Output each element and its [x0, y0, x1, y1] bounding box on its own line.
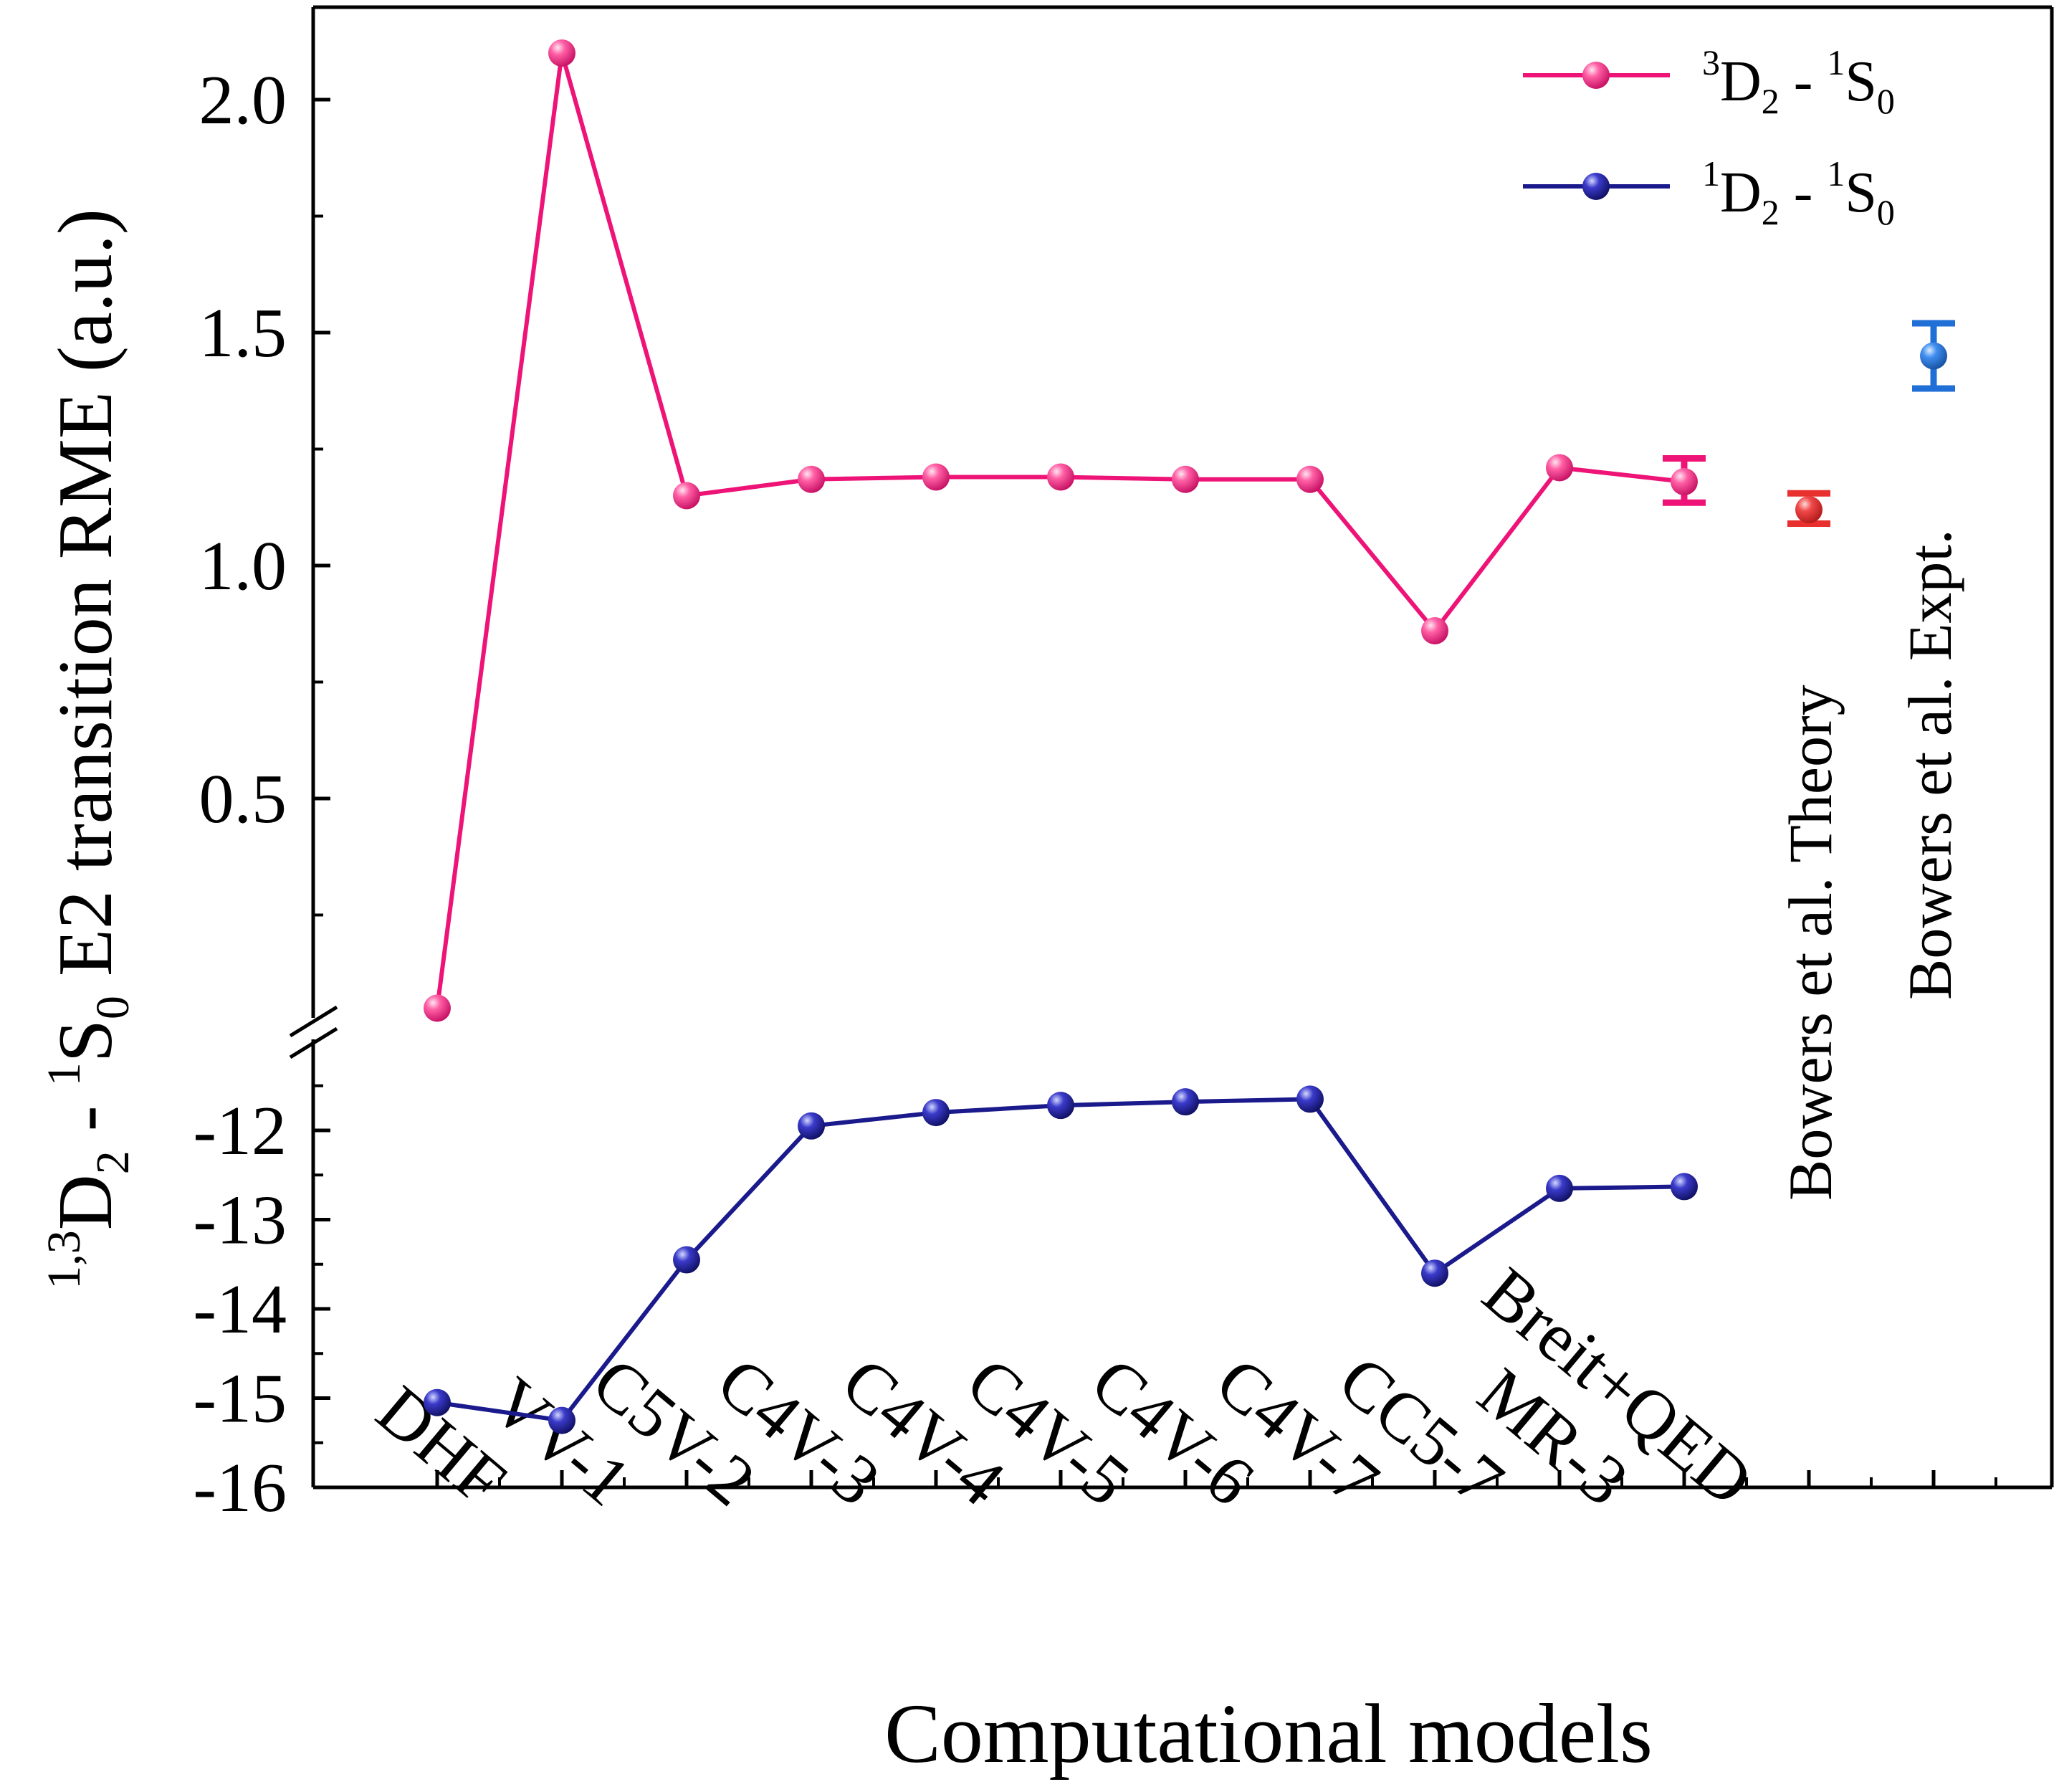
y-tick-label-upper: 0.5	[199, 761, 287, 838]
y-tick-label-lower: -16	[193, 1449, 287, 1527]
series-0-point	[922, 463, 950, 491]
axis-break-mark-2	[289, 1026, 338, 1059]
legend-label-3d2: 3D2 - 1S0	[1702, 42, 1895, 121]
series-1-point	[1671, 1173, 1698, 1201]
series-0-point	[1296, 465, 1324, 493]
y-tick-label-lower: -12	[193, 1092, 287, 1170]
legend-marker-1d2	[1582, 173, 1610, 200]
series-line-0	[435, 51, 1685, 1009]
y-title-d-sub: 2	[87, 1150, 139, 1174]
series-0-point	[1671, 468, 1698, 495]
y-tick-label-upper: 1.5	[199, 295, 287, 372]
series-0-point	[1047, 463, 1074, 491]
series-1-point	[548, 1406, 575, 1434]
reference-point-1	[1920, 342, 1947, 370]
series-1-point	[798, 1112, 825, 1140]
series-0-point	[798, 465, 825, 493]
series-layer	[435, 51, 1955, 1423]
series-0-point	[673, 482, 700, 510]
series-1-point	[1047, 1092, 1074, 1120]
series-1-point	[1296, 1085, 1324, 1113]
legend: 3D2 - 1S0 1D2 - 1S0	[1523, 42, 1895, 232]
series-0-point	[1172, 465, 1199, 493]
x-axis-title: Computational models	[884, 1687, 1653, 1781]
series-0-point	[548, 39, 575, 67]
y-tick-label-lower: -14	[193, 1271, 287, 1348]
y-tick-label-upper: 2.0	[199, 62, 287, 139]
axis-break-mark-1	[289, 1005, 338, 1038]
annotation-bowers-theory: Bowers et al. Theory	[1776, 685, 1845, 1201]
series-1-point	[1172, 1088, 1199, 1116]
legend-marker-3d2	[1582, 62, 1610, 89]
series-1-point	[424, 1388, 451, 1416]
y-title-d: D	[43, 1174, 128, 1230]
legend-label-1d2: 1D2 - 1S0	[1702, 153, 1895, 232]
y-title-s-sub: 0	[87, 996, 139, 1019]
reference-point-0	[1795, 496, 1822, 523]
series-0-point	[1421, 617, 1448, 644]
annotation-bowers-expt: Bowers et al. Expt.	[1896, 529, 1964, 1000]
y-title-rest: E2 transition RME (a.u.)	[43, 209, 128, 996]
y-tick-label-lower: -15	[193, 1360, 287, 1438]
y-axis-title: 1,3D2 - 1S0 E2 transition RME (a.u.)	[38, 209, 139, 1289]
series-1-point	[673, 1246, 700, 1274]
y-title-s: S	[43, 1019, 128, 1062]
series-1-point	[922, 1099, 950, 1127]
y-tick-label-lower: -13	[193, 1182, 287, 1259]
y-title-s-sup: 1	[38, 1062, 90, 1086]
series-1-point	[1421, 1259, 1448, 1287]
series-0-point	[1546, 454, 1573, 482]
series-1-point	[1546, 1174, 1573, 1202]
y-title-pre-sup: 1,3	[38, 1230, 90, 1290]
series-0-point	[424, 994, 451, 1022]
markers-layer	[424, 39, 1947, 1434]
y-tick-label-upper: 1.0	[199, 528, 287, 605]
y-title-dash: -	[43, 1086, 128, 1150]
